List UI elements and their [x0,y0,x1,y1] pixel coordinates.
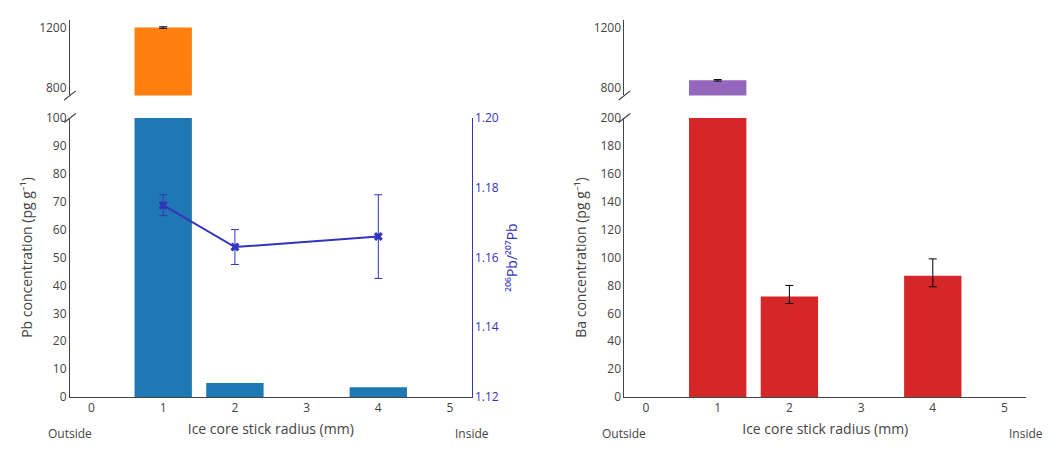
svg-text:3: 3 [858,399,865,416]
svg-text:800: 800 [46,79,67,96]
svg-text:Inside: Inside [1009,425,1043,442]
svg-text:40: 40 [607,332,621,349]
svg-text:80: 80 [53,165,67,182]
svg-text:Inside: Inside [455,425,489,442]
svg-text:100: 100 [600,249,621,266]
svg-text:5: 5 [1001,399,1008,416]
svg-text:4: 4 [929,399,936,416]
svg-text:90: 90 [53,137,67,154]
svg-text:1.18: 1.18 [475,179,499,196]
svg-text:60: 60 [607,305,621,322]
svg-text:50: 50 [53,249,67,266]
svg-text:0: 0 [643,399,650,416]
svg-text:5: 5 [447,399,454,416]
svg-text:10: 10 [53,360,67,377]
svg-text:Ice core stick radius (mm): Ice core stick radius (mm) [188,419,354,438]
svg-text:180: 180 [600,137,621,154]
svg-text:30: 30 [53,305,67,322]
svg-text:3: 3 [303,399,310,416]
svg-text:Pb concentration (pg g⁻¹): Pb concentration (pg g⁻¹) [17,177,36,338]
svg-text:1.14: 1.14 [475,318,499,335]
svg-text:60: 60 [53,221,67,238]
svg-text:20: 20 [53,332,67,349]
svg-text:800: 800 [600,79,621,96]
svg-text:70: 70 [53,193,67,210]
svg-text:2: 2 [231,399,238,416]
svg-text:1: 1 [714,399,721,416]
svg-text:1.20: 1.20 [475,109,499,126]
svg-text:200: 200 [600,109,621,126]
svg-text:4: 4 [375,399,382,416]
svg-text:0: 0 [614,388,621,405]
svg-text:140: 140 [600,193,621,210]
svg-text:1: 1 [160,399,167,416]
svg-text:40: 40 [53,277,67,294]
svg-text:20: 20 [607,360,621,377]
svg-text:100: 100 [46,109,67,126]
svg-text:1200: 1200 [39,19,67,36]
svg-text:1.12: 1.12 [475,388,499,405]
svg-text:Outside: Outside [48,425,92,442]
svg-text:Outside: Outside [602,425,646,442]
svg-text:²⁰⁶Pb/²⁰⁷Pb: ²⁰⁶Pb/²⁰⁷Pb [502,223,521,291]
svg-text:1.16: 1.16 [475,249,499,266]
svg-text:Ice core stick radius (mm): Ice core stick radius (mm) [742,419,908,438]
svg-text:1200: 1200 [594,19,622,36]
svg-text:0: 0 [60,388,67,405]
svg-text:Ba concentration (pg g⁻¹): Ba concentration (pg g⁻¹) [571,177,590,338]
svg-text:2: 2 [786,399,793,416]
svg-text:0: 0 [88,399,95,416]
svg-text:120: 120 [600,221,621,238]
svg-text:80: 80 [607,277,621,294]
svg-text:160: 160 [600,165,621,182]
